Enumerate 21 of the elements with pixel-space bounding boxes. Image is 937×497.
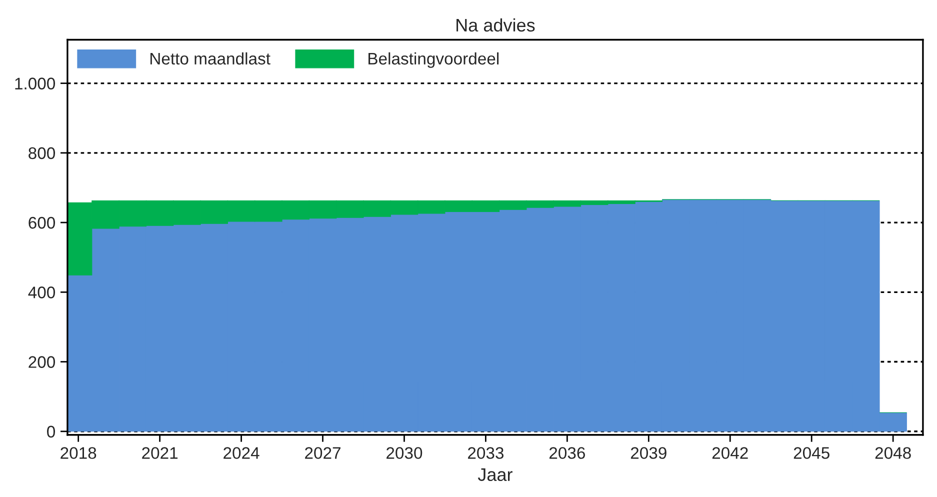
x-tick-label: 2024 [224, 447, 260, 459]
y-tick-label: 800 [28, 147, 56, 160]
y-tick-label: 0 [47, 426, 56, 438]
y-tick-label: 600 [28, 216, 56, 229]
x-tick-label: 2030 [386, 447, 422, 459]
legend-label: Belastingvoordeel [368, 52, 499, 68]
legend-label: Netto maandlast [150, 52, 270, 65]
x-tick-label: 2042 [712, 447, 748, 459]
y-tick-label: 400 [28, 286, 56, 298]
x-tick-label: 2018 [60, 447, 96, 459]
x-axis-title: Jaar [478, 468, 512, 482]
y-tick-label: 1.000 [15, 78, 56, 90]
x-tick-label: 2033 [468, 447, 504, 459]
x-tick-label: 2045 [794, 447, 830, 459]
x-tick-label: 2039 [630, 447, 666, 459]
x-tick-label: 2048 [875, 447, 911, 459]
x-tick-label: 2021 [142, 447, 178, 459]
x-tick-label: 2027 [305, 447, 340, 459]
x-tick-label: 2036 [549, 447, 585, 459]
y-tick-label: 200 [28, 356, 56, 368]
chart-title: Na advies [456, 18, 535, 32]
